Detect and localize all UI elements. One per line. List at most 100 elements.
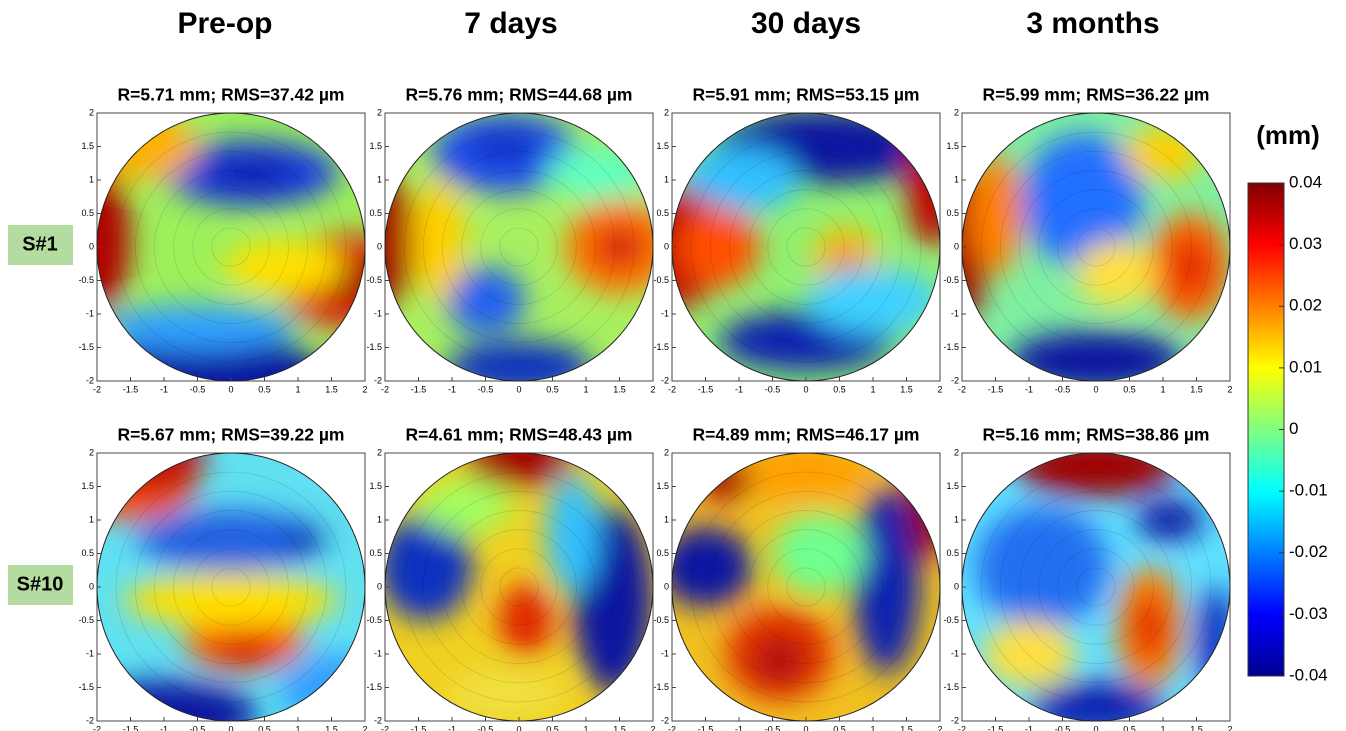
x-tick-label: -2 <box>668 724 676 731</box>
colorbar-tick-label: 0.02 <box>1289 296 1322 315</box>
contour-field <box>596 227 643 267</box>
x-tick-label: 0 <box>1093 724 1098 731</box>
y-tick-label: 0 <box>954 241 959 251</box>
y-tick-label: 1 <box>377 514 382 524</box>
x-tick-label: 0 <box>516 384 521 394</box>
y-tick-label: -2 <box>374 375 382 385</box>
x-tick-label: 2 <box>937 724 942 731</box>
y-tick-label: -1.5 <box>653 682 669 692</box>
y-tick-label: 1 <box>89 514 94 524</box>
y-tick-label: 0.5 <box>81 548 94 558</box>
x-tick-label: -1.5 <box>988 724 1004 731</box>
y-tick-label: -1.5 <box>78 342 94 352</box>
contour-field <box>499 584 553 658</box>
y-tick-label: 0.5 <box>946 548 959 558</box>
x-tick-label: -1 <box>735 384 743 394</box>
colorbar-tick-label: -0.04 <box>1289 665 1328 684</box>
x-tick-label: 2 <box>362 384 367 394</box>
contour-field <box>546 473 600 594</box>
y-tick-label: 1.5 <box>81 141 94 151</box>
colorbar-tick-label: 0 <box>1289 419 1298 438</box>
y-tick-label: -2 <box>951 715 959 725</box>
colorbar-tick-label: 0.04 <box>1289 172 1322 191</box>
x-tick-label: 2 <box>1227 724 1232 731</box>
y-tick-label: -1 <box>661 308 669 318</box>
x-tick-label: -2 <box>958 384 966 394</box>
x-tick-label: 0.5 <box>258 384 271 394</box>
x-tick-label: 0 <box>228 384 233 394</box>
y-tick-label: 1 <box>954 174 959 184</box>
y-tick-label: 1.5 <box>81 481 94 491</box>
x-tick-label: 1.5 <box>613 384 626 394</box>
y-tick-label: -2 <box>951 375 959 385</box>
y-tick-label: 0 <box>664 241 669 251</box>
x-tick-label: 1.5 <box>325 384 338 394</box>
x-tick-label: 1 <box>1160 384 1165 394</box>
y-tick-label: -1 <box>86 308 94 318</box>
x-tick-label: -0.5 <box>1055 384 1071 394</box>
x-tick-label: -0.5 <box>190 724 206 731</box>
x-tick-label: 0 <box>1093 384 1098 394</box>
x-tick-label: -1.5 <box>698 724 714 731</box>
y-tick-label: -0.5 <box>943 615 959 625</box>
x-tick-label: 2 <box>937 384 942 394</box>
y-tick-label: 2 <box>89 107 94 117</box>
y-tick-label: 1.5 <box>369 141 382 151</box>
panel-title: R=5.71 mm; RMS=37.42 µm <box>118 85 345 105</box>
y-tick-label: -1.5 <box>366 682 382 692</box>
x-tick-label: -1 <box>448 384 456 394</box>
y-tick-label: -0.5 <box>78 615 94 625</box>
y-tick-label: -1.5 <box>943 342 959 352</box>
x-tick-label: 1.5 <box>613 724 626 731</box>
x-tick-label: 1.5 <box>900 724 913 731</box>
y-tick-label: -2 <box>661 715 669 725</box>
x-tick-label: 2 <box>1227 384 1232 394</box>
x-tick-label: -2 <box>93 724 101 731</box>
y-tick-label: -1.5 <box>366 342 382 352</box>
y-tick-label: -1 <box>951 648 959 658</box>
x-tick-label: 0 <box>803 384 808 394</box>
x-tick-label: -2 <box>381 724 389 731</box>
x-tick-label: -2 <box>958 724 966 731</box>
contour-field <box>1009 331 1183 391</box>
colorbar-tick-label: 0.03 <box>1289 234 1322 253</box>
x-tick-label: -0.5 <box>765 724 781 731</box>
y-tick-label: 0 <box>377 581 382 591</box>
y-tick-label: 1 <box>664 174 669 184</box>
row-label: S#1 <box>22 233 58 255</box>
x-tick-label: -1 <box>1025 724 1033 731</box>
y-tick-label: 1.5 <box>946 141 959 151</box>
y-tick-label: -1.5 <box>943 682 959 692</box>
y-tick-label: 1 <box>664 514 669 524</box>
x-tick-label: 0.5 <box>546 724 559 731</box>
x-tick-label: -1.5 <box>123 724 139 731</box>
y-tick-label: -2 <box>86 715 94 725</box>
x-tick-label: 0 <box>516 724 521 731</box>
colorbar-tick-label: -0.01 <box>1289 481 1328 500</box>
colorbar <box>1248 183 1284 676</box>
y-tick-label: 0 <box>377 241 382 251</box>
x-tick-label: 0 <box>228 724 233 731</box>
x-tick-label: 0.5 <box>1123 384 1136 394</box>
contour-field <box>211 631 278 665</box>
x-tick-label: -2 <box>381 384 389 394</box>
y-tick-label: 0.5 <box>946 208 959 218</box>
x-tick-label: -1 <box>160 724 168 731</box>
x-tick-label: -1 <box>160 384 168 394</box>
y-tick-label: -1 <box>374 648 382 658</box>
y-tick-label: 0 <box>954 581 959 591</box>
x-tick-label: -0.5 <box>190 384 206 394</box>
x-tick-label: -1.5 <box>411 384 427 394</box>
x-tick-label: 1 <box>295 724 300 731</box>
y-tick-label: 2 <box>664 107 669 117</box>
y-tick-label: -1.5 <box>78 682 94 692</box>
contour-field <box>419 480 513 534</box>
x-tick-label: 1.5 <box>900 384 913 394</box>
x-tick-label: -1 <box>1025 384 1033 394</box>
x-tick-label: 0.5 <box>833 724 846 731</box>
x-tick-label: -1.5 <box>123 384 139 394</box>
y-tick-label: 0.5 <box>369 208 382 218</box>
y-tick-label: -2 <box>86 375 94 385</box>
y-tick-label: 0.5 <box>81 208 94 218</box>
x-tick-label: 0.5 <box>833 384 846 394</box>
